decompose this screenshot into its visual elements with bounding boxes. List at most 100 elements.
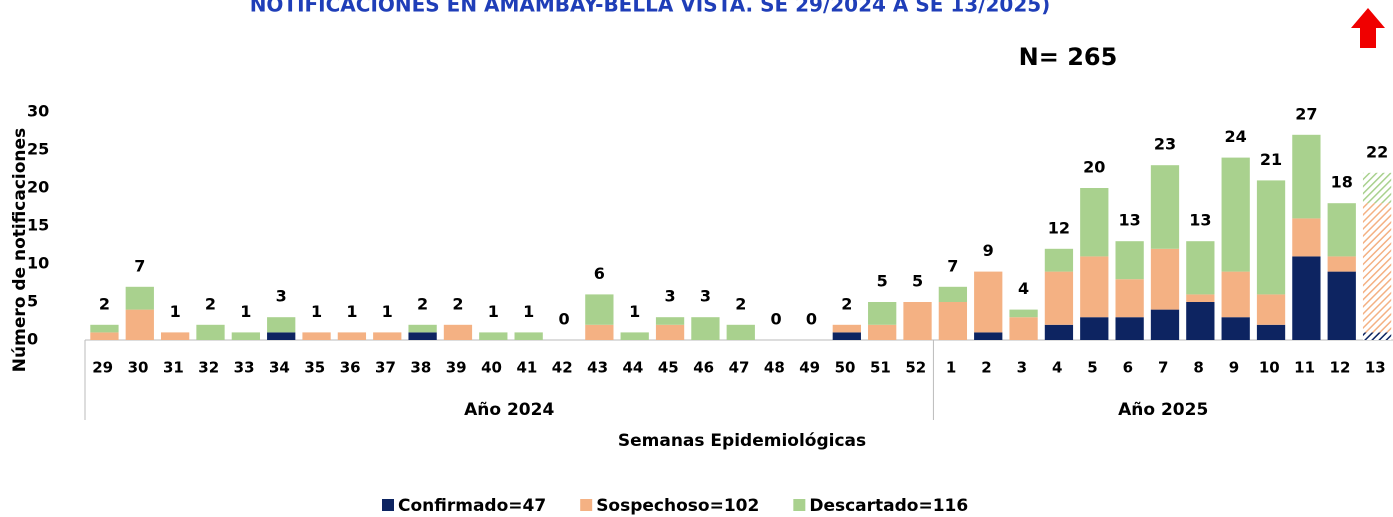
x-tick-label: 29 [92, 359, 113, 377]
total-label: 1 [382, 302, 393, 321]
bar-segment [868, 302, 897, 325]
x-tick-label: 42 [552, 359, 573, 377]
bar-segment [231, 332, 260, 340]
bar-segment [832, 324, 861, 333]
x-tick-label: 4 [1052, 359, 1062, 377]
bar-segment [1362, 332, 1392, 340]
total-label: 1 [523, 302, 534, 321]
bar-segment [938, 302, 968, 340]
bar-segment [302, 332, 331, 340]
total-label: 3 [664, 287, 675, 306]
y-tick-label: 0 [27, 330, 38, 349]
total-label: 20 [1083, 158, 1105, 177]
bar-segment [337, 332, 367, 340]
bar-segment [1186, 294, 1215, 302]
x-tick-label: 5 [1087, 359, 1097, 377]
x-tick-label: 32 [198, 359, 219, 377]
bar-segment [1044, 271, 1074, 325]
bar-segment [1115, 317, 1144, 340]
total-label: 2 [452, 294, 463, 313]
legend-swatch [793, 499, 806, 511]
x-tick-label: 49 [799, 359, 820, 377]
red-arrow [1351, 8, 1385, 48]
x-tick-label: 3 [1017, 359, 1027, 377]
bar-segment [1150, 165, 1180, 249]
bar-segment [1292, 256, 1321, 340]
legend-label: Sospechoso=102 [596, 496, 759, 516]
bar-segment [1256, 324, 1286, 340]
total-label: 6 [594, 264, 605, 283]
total-label: 1 [488, 302, 499, 321]
total-label: 1 [311, 302, 322, 321]
bar-segment [1150, 309, 1180, 340]
total-label: 23 [1154, 135, 1176, 154]
total-label: 1 [346, 302, 357, 321]
x-tick-label: 47 [729, 359, 750, 377]
total-label: 12 [1048, 218, 1070, 237]
y-tick-label: 15 [27, 216, 49, 235]
x-tick-label: 40 [481, 359, 502, 377]
y-tick-label: 20 [27, 178, 49, 197]
bar-segment [196, 324, 225, 340]
bar-segment [1292, 218, 1321, 257]
x-tick-label: 34 [269, 359, 290, 377]
x-tick-label: 37 [375, 359, 396, 377]
total-label: 1 [170, 302, 181, 321]
bar-segment [903, 302, 932, 340]
total-label: 0 [558, 310, 569, 329]
bar-segment [90, 324, 119, 333]
x-tick-label: 45 [658, 359, 679, 377]
bar-segment [1080, 317, 1109, 340]
total-label: 13 [1189, 211, 1211, 230]
bar-segment [1256, 294, 1286, 325]
bar-segment [1080, 256, 1109, 318]
y-tick-label: 10 [27, 254, 49, 273]
x-tick-label: 50 [835, 359, 856, 377]
bar-segment [1080, 188, 1109, 257]
x-tick-label: 46 [693, 359, 714, 377]
bar-segment [1292, 134, 1321, 219]
x-tick-label: 10 [1259, 359, 1280, 377]
chart-title: NOTIFICACIONES EN AMAMBAY-BELLA VISTA. S… [250, 0, 1051, 17]
x-tick-label: 12 [1330, 359, 1351, 377]
bar-segment [267, 332, 296, 340]
bar-segment [479, 332, 508, 340]
bar-segment [373, 332, 402, 340]
total-label: 3 [276, 287, 287, 306]
bar-segment [1327, 271, 1356, 340]
y-tick-label: 25 [27, 140, 49, 159]
x-tick-label: 7 [1158, 359, 1168, 377]
x-tick-label: 38 [410, 359, 431, 377]
bar-segment [125, 309, 154, 340]
bar-segment [1115, 241, 1144, 280]
bar-segment [1221, 157, 1250, 272]
x-tick-label: 13 [1365, 359, 1386, 377]
x-tick-label: 30 [128, 359, 149, 377]
bar-segment [868, 324, 897, 340]
total-label: 1 [629, 302, 640, 321]
bar-segment [1009, 309, 1038, 318]
bar-segment [1009, 317, 1038, 340]
bar-segment [974, 332, 1003, 340]
x-tick-label: 9 [1229, 359, 1239, 377]
x-tick-label: 31 [163, 359, 184, 377]
x-tick-label: 52 [905, 359, 926, 377]
bar-segment [938, 286, 968, 302]
total-label: 5 [912, 272, 923, 291]
bar-segment [691, 317, 720, 340]
x-tick-label: 2 [981, 359, 991, 377]
bar-segment [408, 324, 437, 333]
bar-segment [655, 317, 685, 325]
total-label: 2 [735, 294, 746, 313]
total-label: 9 [983, 241, 994, 260]
bar-segment [1256, 180, 1286, 295]
total-label: 5 [877, 272, 888, 291]
total-label: 1 [240, 302, 251, 321]
total-label: 13 [1118, 211, 1140, 230]
group-label: Año 2024 [464, 400, 554, 420]
total-label: 3 [700, 287, 711, 306]
bar-segment [125, 286, 154, 310]
bar-segment [1186, 302, 1215, 340]
bar-segment [1327, 256, 1356, 272]
